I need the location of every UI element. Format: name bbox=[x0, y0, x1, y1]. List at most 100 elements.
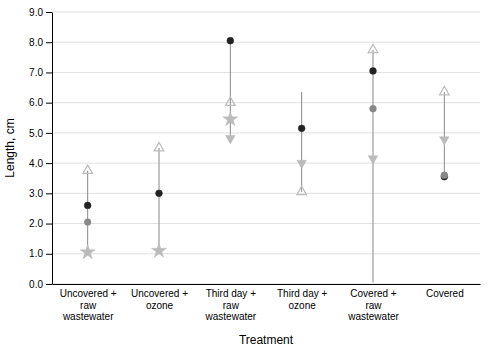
grid-line bbox=[52, 163, 480, 164]
y-tick: 9.0 bbox=[29, 7, 52, 18]
range-line bbox=[230, 41, 231, 139]
point bbox=[226, 136, 236, 144]
y-tick-label: 4.0 bbox=[29, 158, 43, 169]
range-line bbox=[87, 171, 88, 253]
point bbox=[298, 125, 305, 132]
x-tick-label: Third day +ozone bbox=[277, 288, 327, 311]
y-tick-label: 6.0 bbox=[29, 97, 43, 108]
x-tick-label-line: ozone bbox=[146, 300, 174, 311]
y-tick: 6.0 bbox=[29, 97, 52, 108]
y-axis: 0.0 1.0 2.0 3.0 4.0 5.0 6.0 7.0 8.0 9.0 bbox=[29, 7, 52, 290]
x-tick-label-line: Covered + bbox=[350, 288, 397, 299]
grid-line bbox=[52, 223, 480, 224]
x-tick: Third day +rawwastewater bbox=[205, 288, 257, 322]
x-tick-label-line: wastewater bbox=[62, 311, 114, 322]
y-tick-label: 8.0 bbox=[29, 37, 43, 48]
y-tick-mark bbox=[46, 103, 52, 104]
x-tick-label-line: wastewater bbox=[347, 311, 399, 322]
x-tick-label-line: wastewater bbox=[205, 311, 257, 322]
series bbox=[226, 136, 450, 169]
plot: 0.0 1.0 2.0 3.0 4.0 5.0 6.0 7.0 8.0 9.0 Uncovered … bbox=[29, 7, 480, 322]
y-tick: 3.0 bbox=[29, 188, 52, 199]
grid-line bbox=[52, 102, 480, 103]
y-tick: 8.0 bbox=[29, 37, 52, 48]
y-axis-line bbox=[52, 13, 53, 285]
series bbox=[84, 37, 447, 208]
point bbox=[368, 44, 378, 52]
x-tick: Uncovered +ozone bbox=[131, 288, 188, 311]
point bbox=[227, 37, 234, 44]
y-tick-mark bbox=[46, 133, 52, 134]
y-tick-label: 0.0 bbox=[29, 279, 43, 290]
x-axis-line bbox=[53, 284, 481, 285]
x-tick: Covered +rawwastewater bbox=[347, 288, 399, 322]
point bbox=[83, 165, 93, 173]
y-tick-mark bbox=[46, 224, 52, 225]
x-tick-label-line: Uncovered + bbox=[60, 288, 117, 299]
x-tick-label-line: Covered bbox=[426, 288, 464, 299]
y-tick: 0.0 bbox=[29, 279, 52, 290]
y-tick-label: 9.0 bbox=[29, 7, 43, 18]
point bbox=[223, 111, 238, 125]
x-tick-label: Third day +rawwastewater bbox=[205, 288, 257, 322]
x-tick-label: Uncovered +rawwastewater bbox=[60, 288, 117, 322]
point bbox=[84, 219, 91, 226]
series bbox=[88, 41, 445, 283]
y-tick-label: 2.0 bbox=[29, 218, 43, 229]
y-tick-label: 1.0 bbox=[29, 248, 43, 259]
x-tick-label-line: Uncovered + bbox=[131, 288, 188, 299]
x-tick: Uncovered +rawwastewater bbox=[60, 288, 117, 322]
grid-line bbox=[52, 284, 480, 285]
y-tick-mark bbox=[46, 12, 52, 13]
marks bbox=[80, 37, 449, 282]
range-line bbox=[373, 50, 374, 283]
y-tick-mark bbox=[46, 42, 52, 43]
series bbox=[83, 44, 449, 194]
point bbox=[440, 87, 450, 95]
y-axis-title: Length, cm bbox=[3, 118, 17, 177]
point bbox=[368, 156, 378, 164]
series bbox=[80, 111, 238, 258]
y-tick-mark bbox=[46, 72, 52, 73]
y-tick: 1.0 bbox=[29, 248, 52, 259]
grid bbox=[52, 12, 480, 284]
grid-line bbox=[52, 42, 480, 43]
x-tick-label: Covered bbox=[426, 288, 464, 299]
point bbox=[297, 186, 307, 194]
x-tick-label-line: Third day + bbox=[277, 288, 327, 299]
y-tick: 2.0 bbox=[29, 218, 52, 229]
y-tick-mark bbox=[46, 254, 52, 255]
point bbox=[156, 190, 163, 197]
chart: 0.0 1.0 2.0 3.0 4.0 5.0 6.0 7.0 8.0 9.0 Uncovered … bbox=[0, 0, 492, 352]
x-tick: Covered bbox=[426, 288, 464, 299]
point bbox=[370, 68, 377, 75]
point bbox=[297, 160, 307, 168]
y-tick: 5.0 bbox=[29, 128, 52, 139]
y-tick: 4.0 bbox=[29, 158, 52, 169]
point bbox=[154, 142, 164, 150]
point bbox=[226, 97, 236, 105]
x-tick-label: Uncovered +ozone bbox=[131, 288, 188, 311]
y-tick-label: 5.0 bbox=[29, 128, 43, 139]
x-tick-label-line: raw bbox=[223, 300, 240, 311]
y-tick-label: 3.0 bbox=[29, 188, 43, 199]
y-tick: 7.0 bbox=[29, 67, 52, 78]
y-tick-label: 7.0 bbox=[29, 67, 43, 78]
x-tick: Third day +ozone bbox=[277, 288, 327, 311]
point bbox=[441, 172, 448, 179]
grid-line bbox=[52, 253, 480, 254]
point bbox=[370, 105, 377, 112]
range-line bbox=[444, 92, 445, 177]
y-tick-mark bbox=[46, 193, 52, 194]
y-tick-mark bbox=[46, 284, 52, 285]
grid-line bbox=[52, 72, 480, 73]
x-tick-label: Covered +rawwastewater bbox=[347, 288, 399, 322]
x-tick-label-line: ozone bbox=[289, 300, 317, 311]
point bbox=[84, 202, 91, 209]
x-tick-label-line: raw bbox=[80, 300, 97, 311]
point bbox=[151, 243, 166, 257]
x-tick-label-line: Third day + bbox=[206, 288, 256, 299]
point bbox=[440, 137, 450, 145]
grid-line bbox=[52, 132, 480, 133]
y-tick-mark bbox=[46, 163, 52, 164]
